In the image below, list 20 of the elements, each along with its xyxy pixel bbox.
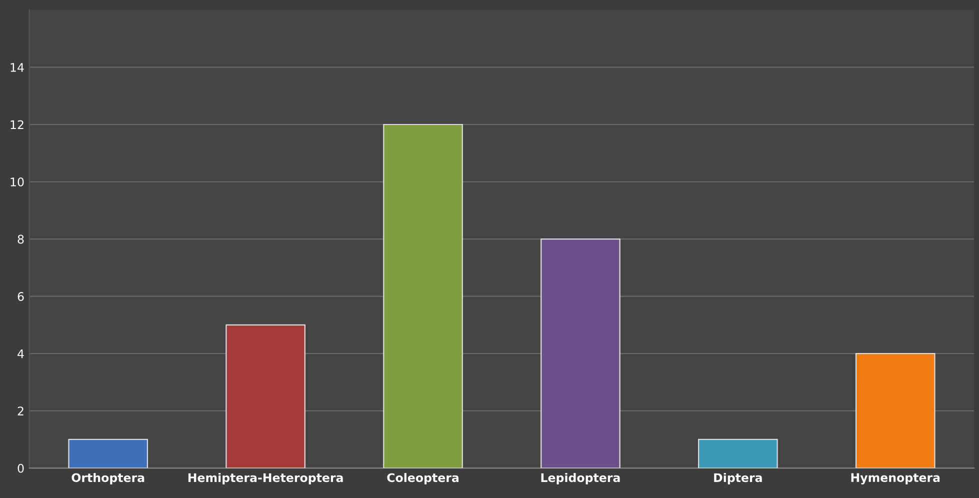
bar [68,438,148,468]
y-tick-label: 2 [18,406,24,416]
y-tick-label: 0 [18,464,24,473]
bar [383,124,463,468]
bar [540,238,620,468]
bar [698,438,778,468]
x-tick-label: Coleoptera [387,472,458,484]
x-tick-label: Hemiptera-Heteroptera [188,472,343,484]
y-tick-label: 4 [18,349,24,358]
x-tick-label: Lepidoptera [541,472,620,484]
bar [226,324,306,468]
y-tick-label: 10 [10,177,24,186]
y-tick-label: 8 [18,234,24,244]
x-tick-label: Diptera [714,472,762,484]
y-tick-label: 6 [18,292,24,301]
bar [855,353,936,468]
x-tick-label: Orthoptera [72,472,144,484]
y-tick-label: 12 [10,120,24,129]
x-tick-label: Hymenoptera [851,473,940,484]
y-tick-label: 14 [10,63,24,72]
